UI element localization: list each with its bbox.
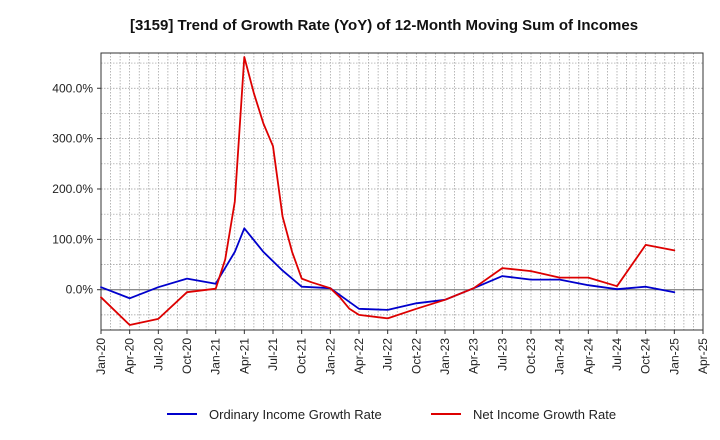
x-tick-label: Jan-21 [209, 338, 223, 375]
x-tick-label: Apr-20 [123, 338, 137, 374]
axes: 0.0% 100.0% 200.0% 300.0% 400.0% Jan-20 Apr-20… [52, 52, 710, 375]
x-tick-label: Jul-23 [495, 338, 509, 371]
x-tick-label: Oct-23 [524, 338, 538, 374]
x-tick-label: Jan-22 [323, 338, 337, 375]
x-tick-label: Jul-24 [610, 338, 624, 371]
y-tick-label: 400.0% [52, 81, 93, 95]
y-tick-label: 200.0% [52, 182, 93, 196]
grid [100, 53, 704, 330]
legend: Ordinary Income Growth Rate Net Income Gr… [167, 407, 616, 422]
x-tick-label: Oct-21 [295, 338, 309, 374]
x-tick-label: Apr-23 [467, 338, 481, 374]
y-tick-label: 0.0% [66, 283, 94, 297]
x-tick-label: Apr-22 [352, 338, 366, 374]
x-tick-label: Jul-22 [381, 338, 395, 371]
legend-label: Ordinary Income Growth Rate [209, 407, 382, 422]
legend-label: Net Income Growth Rate [473, 407, 616, 422]
x-tick-label: Oct-24 [639, 338, 653, 374]
y-tick-label: 100.0% [52, 232, 93, 246]
x-tick-label: Apr-25 [696, 338, 710, 374]
x-tick-label: Jan-20 [94, 338, 108, 375]
series-lines [100, 56, 676, 326]
x-tick-label: Jul-21 [266, 338, 280, 371]
series-line-ordinary-income [100, 227, 676, 311]
x-tick-label: Apr-24 [581, 338, 595, 374]
series-line-net-income [100, 56, 676, 326]
x-tick-label: Jan-25 [667, 338, 681, 375]
x-tick-label: Jul-20 [151, 338, 165, 371]
plot-border [100, 52, 704, 331]
x-tick-label: Apr-21 [237, 338, 251, 374]
x-tick-label: Oct-22 [409, 338, 423, 374]
x-tick-label: Oct-20 [180, 338, 194, 374]
x-tick-label: Jan-24 [553, 338, 567, 375]
y-tick-label: 300.0% [52, 132, 93, 146]
chart-title: [3159] Trend of Growth Rate (YoY) of 12-… [130, 17, 638, 34]
x-tick-label: Jan-23 [438, 338, 452, 375]
plot-area [101, 53, 703, 330]
